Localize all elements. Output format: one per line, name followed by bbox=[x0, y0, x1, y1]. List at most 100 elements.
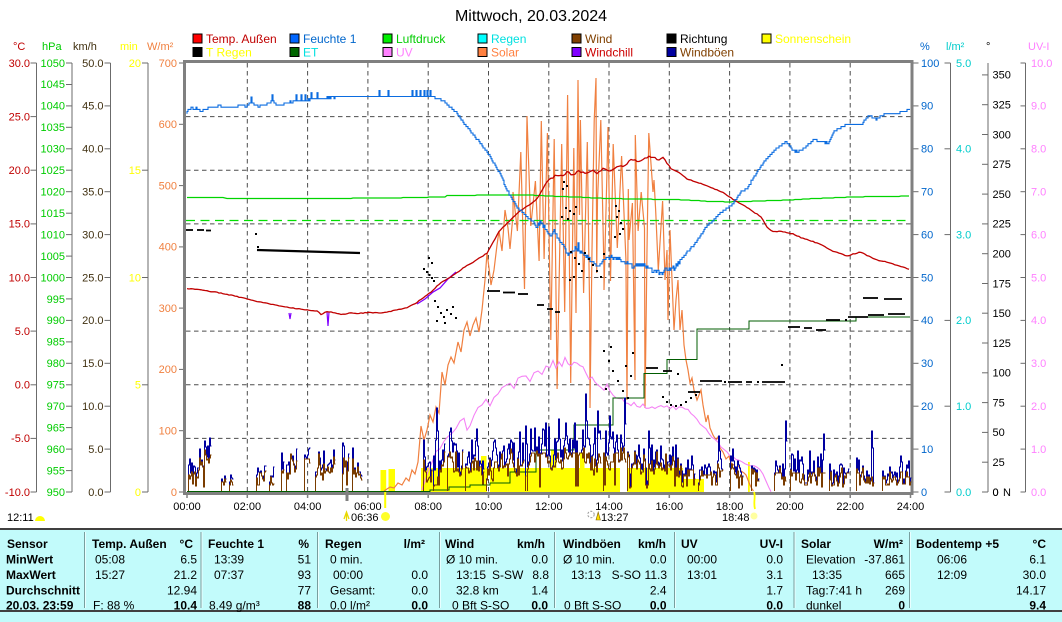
svg-text:0: 0 bbox=[171, 487, 177, 499]
svg-text:1050: 1050 bbox=[41, 58, 65, 70]
svg-text:00:00: 00:00 bbox=[333, 568, 363, 582]
svg-text:08:00: 08:00 bbox=[414, 501, 442, 513]
svg-text:Bodentemp +5: Bodentemp +5 bbox=[916, 537, 999, 551]
svg-text:400: 400 bbox=[159, 242, 177, 254]
svg-text:Gesamt:: Gesamt: bbox=[330, 584, 375, 598]
svg-text:0.0: 0.0 bbox=[766, 599, 783, 613]
svg-text:8.8: 8.8 bbox=[532, 568, 549, 582]
svg-text:5.0: 5.0 bbox=[88, 444, 103, 456]
svg-text:12:00: 12:00 bbox=[535, 501, 563, 513]
svg-text:250: 250 bbox=[993, 189, 1011, 201]
svg-text:5: 5 bbox=[135, 380, 141, 392]
svg-text:07:37: 07:37 bbox=[214, 568, 244, 582]
svg-text:5.0: 5.0 bbox=[1031, 272, 1046, 284]
svg-text:0: 0 bbox=[993, 487, 999, 499]
svg-text:80: 80 bbox=[921, 144, 933, 156]
svg-text:700: 700 bbox=[159, 58, 177, 70]
svg-text:0: 0 bbox=[993, 487, 999, 499]
svg-text:0 Bft S-SO: 0 Bft S-SO bbox=[452, 599, 509, 613]
svg-text:3.0: 3.0 bbox=[956, 229, 971, 241]
svg-text:8.0: 8.0 bbox=[1031, 144, 1046, 156]
svg-text:150: 150 bbox=[993, 308, 1011, 320]
svg-text:300: 300 bbox=[159, 303, 177, 315]
svg-text:0.0: 0.0 bbox=[411, 584, 428, 598]
svg-text:225: 225 bbox=[993, 219, 1011, 231]
svg-text:22:00: 22:00 bbox=[836, 501, 864, 513]
svg-text:275: 275 bbox=[993, 159, 1011, 171]
svg-text:10.4: 10.4 bbox=[174, 599, 198, 613]
svg-text:30.0: 30.0 bbox=[1023, 568, 1047, 582]
svg-text:1.0: 1.0 bbox=[956, 401, 971, 413]
svg-text:1030: 1030 bbox=[41, 144, 65, 156]
svg-text:00:00: 00:00 bbox=[687, 553, 717, 567]
svg-text:175: 175 bbox=[993, 278, 1011, 290]
svg-text:20.0: 20.0 bbox=[9, 165, 30, 177]
svg-text:0 Bft S-SO: 0 Bft S-SO bbox=[564, 599, 621, 613]
svg-text:Tag:7:41 h: Tag:7:41 h bbox=[806, 584, 862, 598]
svg-text:13:27: 13:27 bbox=[601, 512, 629, 524]
svg-text:1025: 1025 bbox=[41, 165, 65, 177]
svg-text:00:00: 00:00 bbox=[173, 501, 201, 513]
svg-text:60: 60 bbox=[921, 229, 933, 241]
svg-text:200: 200 bbox=[159, 364, 177, 376]
svg-text:km/h: km/h bbox=[73, 41, 97, 53]
svg-text:50.0: 50.0 bbox=[82, 58, 103, 70]
svg-text:5.0: 5.0 bbox=[956, 58, 971, 70]
svg-text:km/h: km/h bbox=[517, 537, 545, 551]
svg-text:Feuchte 1: Feuchte 1 bbox=[208, 537, 264, 551]
svg-text:1045: 1045 bbox=[41, 79, 65, 91]
svg-text:100: 100 bbox=[159, 426, 177, 438]
svg-text:24:00: 24:00 bbox=[897, 501, 925, 513]
svg-text:Sonnenschein: Sonnenschein bbox=[775, 32, 851, 46]
svg-text:MinWert: MinWert bbox=[6, 553, 53, 567]
svg-text:75: 75 bbox=[993, 397, 1005, 409]
svg-text:1010: 1010 bbox=[41, 229, 65, 241]
svg-text:20:00: 20:00 bbox=[776, 501, 804, 513]
svg-text:10: 10 bbox=[921, 444, 933, 456]
svg-text:20.03. 23:59: 20.03. 23:59 bbox=[6, 599, 74, 613]
svg-text:l/m²: l/m² bbox=[946, 41, 965, 53]
svg-text:0.0: 0.0 bbox=[531, 599, 548, 613]
svg-text:12.94: 12.94 bbox=[167, 584, 197, 598]
svg-text:4.0: 4.0 bbox=[956, 144, 971, 156]
svg-text:13:01: 13:01 bbox=[687, 568, 717, 582]
svg-text:UV-I: UV-I bbox=[760, 537, 783, 551]
svg-text:Regen: Regen bbox=[325, 537, 362, 551]
svg-text:9.0: 9.0 bbox=[1031, 101, 1046, 113]
svg-text:0: 0 bbox=[921, 487, 927, 499]
svg-text:04:00: 04:00 bbox=[294, 501, 322, 513]
svg-text:10.0: 10.0 bbox=[9, 272, 30, 284]
svg-text:°C: °C bbox=[180, 537, 194, 551]
svg-text:35.0: 35.0 bbox=[82, 187, 103, 199]
svg-text:S-SO: S-SO bbox=[612, 568, 641, 582]
svg-text:N: N bbox=[1003, 487, 1011, 499]
svg-text:11.3: 11.3 bbox=[645, 568, 668, 582]
svg-text:km/h: km/h bbox=[638, 537, 666, 551]
svg-text:30.0: 30.0 bbox=[82, 229, 103, 241]
svg-text:10: 10 bbox=[129, 272, 141, 284]
svg-text:Solar: Solar bbox=[801, 537, 831, 551]
svg-text:125: 125 bbox=[993, 338, 1011, 350]
svg-text:1015: 1015 bbox=[41, 208, 65, 220]
svg-text:269: 269 bbox=[885, 584, 905, 598]
svg-text:1000: 1000 bbox=[41, 272, 65, 284]
svg-text:Richtung: Richtung bbox=[680, 32, 727, 46]
svg-text:18:00: 18:00 bbox=[716, 501, 744, 513]
svg-text:985: 985 bbox=[47, 337, 65, 349]
svg-text:1.0: 1.0 bbox=[1031, 444, 1046, 456]
svg-text:70: 70 bbox=[921, 187, 933, 199]
svg-text:0.0: 0.0 bbox=[956, 487, 971, 499]
svg-text:Regen: Regen bbox=[491, 32, 526, 46]
svg-text:-10.0: -10.0 bbox=[5, 487, 30, 499]
svg-text:-5.0: -5.0 bbox=[11, 433, 30, 445]
svg-text:10:00: 10:00 bbox=[475, 501, 503, 513]
svg-text:300: 300 bbox=[993, 129, 1011, 141]
svg-text:1.7: 1.7 bbox=[766, 584, 783, 598]
svg-text:UV: UV bbox=[681, 537, 698, 551]
svg-text:-37.861: -37.861 bbox=[864, 553, 905, 567]
svg-text:13:13: 13:13 bbox=[571, 568, 601, 582]
svg-text:W/m²: W/m² bbox=[874, 537, 903, 551]
svg-text:hPa: hPa bbox=[42, 41, 62, 53]
svg-text:1035: 1035 bbox=[41, 122, 65, 134]
svg-text:200: 200 bbox=[993, 249, 1011, 261]
